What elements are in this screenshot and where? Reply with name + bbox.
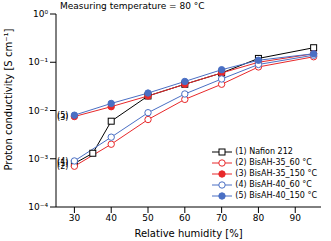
svg-text:(5): (5)	[57, 111, 68, 120]
html-text:(3) BisAH-35_150 °C: (3) BisAH-35_150 °C	[235, 169, 317, 178]
svg-text:50: 50	[142, 213, 154, 223]
html-text:Measuring temperature = 80 °C: Measuring temperature = 80 °C	[60, 1, 205, 11]
svg-text:90: 90	[290, 213, 302, 223]
svg-text:10⁻¹: 10⁻¹	[28, 57, 48, 67]
svg-text:40: 40	[105, 213, 117, 223]
svg-text:10⁻²: 10⁻²	[28, 106, 48, 116]
html-text:(4) BisAH-40_60 °C: (4) BisAH-40_60 °C	[235, 180, 312, 189]
html-text:(1) Nafion 212: (1) Nafion 212	[235, 147, 293, 156]
svg-text:30: 30	[69, 213, 81, 223]
html-text:(5) BisAH-40_150 °C: (5) BisAH-40_150 °C	[235, 191, 317, 200]
svg-text:Relative humidity [%]: Relative humidity [%]	[134, 228, 242, 239]
svg-text:70: 70	[216, 213, 228, 223]
svg-text:(2): (2)	[57, 162, 69, 172]
svg-text:(4): (4)	[57, 157, 68, 166]
svg-text:Proton conductivity [S cm⁻¹]: Proton conductivity [S cm⁻¹]	[8, 29, 14, 171]
svg-text:10⁻⁴: 10⁻⁴	[28, 202, 48, 212]
html-text:(2) BisAH-35_60 °C: (2) BisAH-35_60 °C	[235, 158, 312, 167]
svg-text:60: 60	[179, 213, 191, 223]
svg-text:10⁻³: 10⁻³	[28, 154, 48, 164]
svg-text:10⁰: 10⁰	[33, 9, 48, 19]
svg-text:80: 80	[253, 213, 265, 223]
